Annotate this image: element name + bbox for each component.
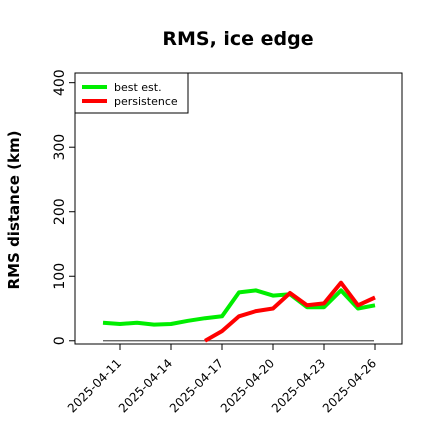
chart-title: RMS, ice edge	[162, 28, 313, 50]
y-tick-label: 0	[52, 336, 68, 345]
legend-label-best-est: best est.	[114, 81, 162, 94]
series-lines	[102, 280, 376, 343]
y-tick-label: 200	[52, 198, 68, 225]
x-axis-ticks: 2025-04-112025-04-142025-04-172025-04-20…	[65, 344, 379, 415]
x-tick-label: 2025-04-20	[218, 356, 277, 415]
x-tick-label: 2025-04-14	[116, 356, 175, 415]
y-axis-label: RMS distance (km)	[5, 131, 23, 290]
plot-frame	[74, 72, 403, 345]
y-axis-ticks: 0 100 200 300 400	[52, 69, 75, 345]
legend-box	[74, 72, 189, 114]
series-line-persistence	[204, 280, 376, 343]
x-tick-label: 2025-04-11	[65, 356, 124, 415]
y-tick-label: 300	[52, 134, 68, 161]
legend-label-persistence: persistence	[114, 95, 178, 108]
y-tick-label: 400	[52, 69, 68, 96]
y-tick-label: 100	[52, 263, 68, 290]
x-tick-label: 2025-04-17	[167, 356, 226, 415]
series-line-best-est	[102, 288, 376, 327]
x-tick-label: 2025-04-23	[269, 356, 328, 415]
legend: best est. persistence	[74, 72, 189, 114]
x-tick-label: 2025-04-26	[320, 356, 379, 415]
